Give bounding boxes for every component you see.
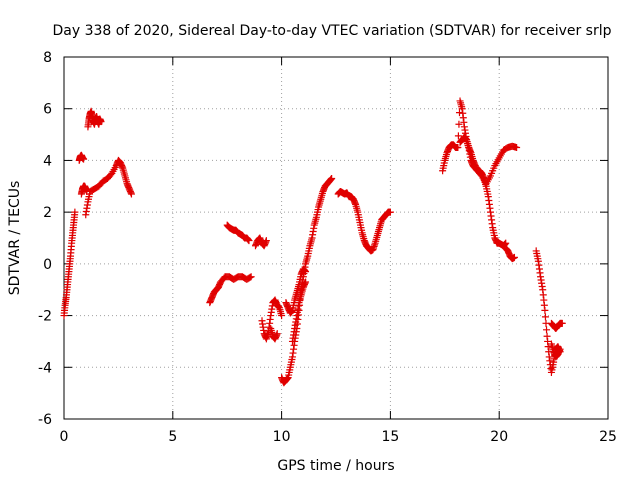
data-point-plus xyxy=(71,208,79,216)
y-tick-label: 8 xyxy=(43,50,52,66)
data-series-segment xyxy=(547,319,566,332)
data-point-plus xyxy=(97,118,105,126)
data-point-plus xyxy=(454,144,462,151)
data-point-plus xyxy=(273,330,281,338)
data-point-plus xyxy=(302,268,310,276)
data-point-plus xyxy=(262,237,270,245)
y-tick-labels: -6 -4 -2 0 2 4 6 8 xyxy=(38,50,52,428)
data-series-segment xyxy=(251,234,270,250)
y-tick-label: 0 xyxy=(43,257,52,273)
x-axis-label: GPS time / hours xyxy=(277,458,394,474)
y-tick-label: -6 xyxy=(38,412,52,428)
data-point-plus xyxy=(455,109,463,117)
data-point-plus xyxy=(278,312,286,320)
data-series-segment xyxy=(206,273,255,307)
data-series-segment xyxy=(288,278,310,345)
x-tick-label: 15 xyxy=(381,429,399,445)
plot-frame xyxy=(63,56,609,420)
y-axis-label: SDTVAR / TECUs xyxy=(7,181,23,296)
chart-title: Day 338 of 2020, Sidereal Day-to-day VTE… xyxy=(52,23,611,39)
x-tick-label: 25 xyxy=(599,429,617,445)
data-point-plus xyxy=(541,313,549,321)
data-series-segment xyxy=(278,175,336,387)
data-point-plus xyxy=(247,273,255,281)
data-point-plus xyxy=(543,326,551,334)
data-point-plus xyxy=(245,237,253,245)
x-tick-labels: 0 5 10 15 20 25 xyxy=(60,429,617,445)
data-series-segment xyxy=(456,133,521,188)
data-point-plus xyxy=(513,144,521,151)
data-series-segment xyxy=(267,325,281,343)
y-tick-label: 4 xyxy=(43,153,52,169)
x-tick-label: 10 xyxy=(273,429,291,445)
data-point-plus xyxy=(246,273,254,281)
data-point-plus xyxy=(80,155,88,163)
data-point-plus xyxy=(302,278,310,286)
data-series-segment xyxy=(502,244,518,263)
data-point-plus xyxy=(455,120,463,128)
data-point-plus xyxy=(386,208,394,216)
axis-ticks xyxy=(63,56,609,420)
y-tick-label: 2 xyxy=(43,205,52,221)
y-tick-label: 6 xyxy=(43,102,52,118)
data-series-segment xyxy=(547,340,564,361)
data-point-plus xyxy=(541,306,549,314)
data-series-segment xyxy=(334,187,394,255)
data-point-plus xyxy=(558,319,566,327)
y-tick-label: -4 xyxy=(38,360,52,376)
data-series-segment xyxy=(84,107,105,131)
data-series-segment xyxy=(82,156,135,219)
x-tick-label: 5 xyxy=(168,429,177,445)
x-tick-label: 20 xyxy=(490,429,508,445)
data-series-segment xyxy=(60,208,79,320)
x-tick-label: 0 xyxy=(60,429,69,445)
data-points xyxy=(60,97,566,387)
data-point-plus xyxy=(454,132,462,140)
data-point-plus xyxy=(556,345,564,353)
data-series-segment xyxy=(223,221,253,245)
data-point-plus xyxy=(127,190,135,198)
grid xyxy=(64,57,608,419)
data-point-plus xyxy=(510,253,518,261)
y-tick-label: -2 xyxy=(38,309,52,325)
data-series-segment xyxy=(75,151,88,164)
data-series-segment xyxy=(282,265,310,317)
data-point-plus xyxy=(328,175,336,183)
